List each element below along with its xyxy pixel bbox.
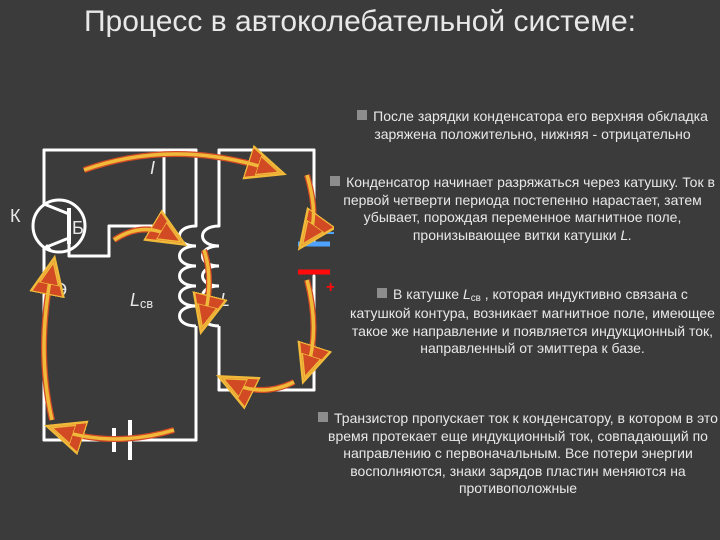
circuit-diagram: + −: [14, 120, 334, 520]
svg-text:+: +: [326, 279, 334, 296]
bullet-icon: [377, 288, 387, 298]
bullet-2: Конденсатор начинает разряжаться через к…: [330, 174, 715, 244]
bullet-1: После зарядки конденсатора его верхняя о…: [350, 108, 715, 143]
bullet-3-pre: В катушке: [393, 286, 463, 302]
bullet-4-text: Транзистор пропускает ток к конденсатору…: [328, 410, 718, 496]
bullet-3-L: L: [463, 286, 471, 302]
bullet-icon: [357, 110, 367, 120]
bullet-2-L: L.: [620, 227, 632, 243]
bullet-3: В катушке Lсв , которая индуктивно связа…: [350, 286, 715, 358]
bullet-1-text: После зарядки конденсатора его верхняя о…: [373, 108, 708, 142]
page-title: Процесс в автоколебательной системе:: [0, 6, 720, 38]
bullet-2-text: Конденсатор начинает разряжаться через к…: [343, 174, 715, 243]
bullet-4: Транзистор пропускает ток к конденсатору…: [318, 410, 718, 498]
svg-text:−: −: [326, 223, 334, 243]
bullet-3-sub: св: [471, 293, 481, 304]
